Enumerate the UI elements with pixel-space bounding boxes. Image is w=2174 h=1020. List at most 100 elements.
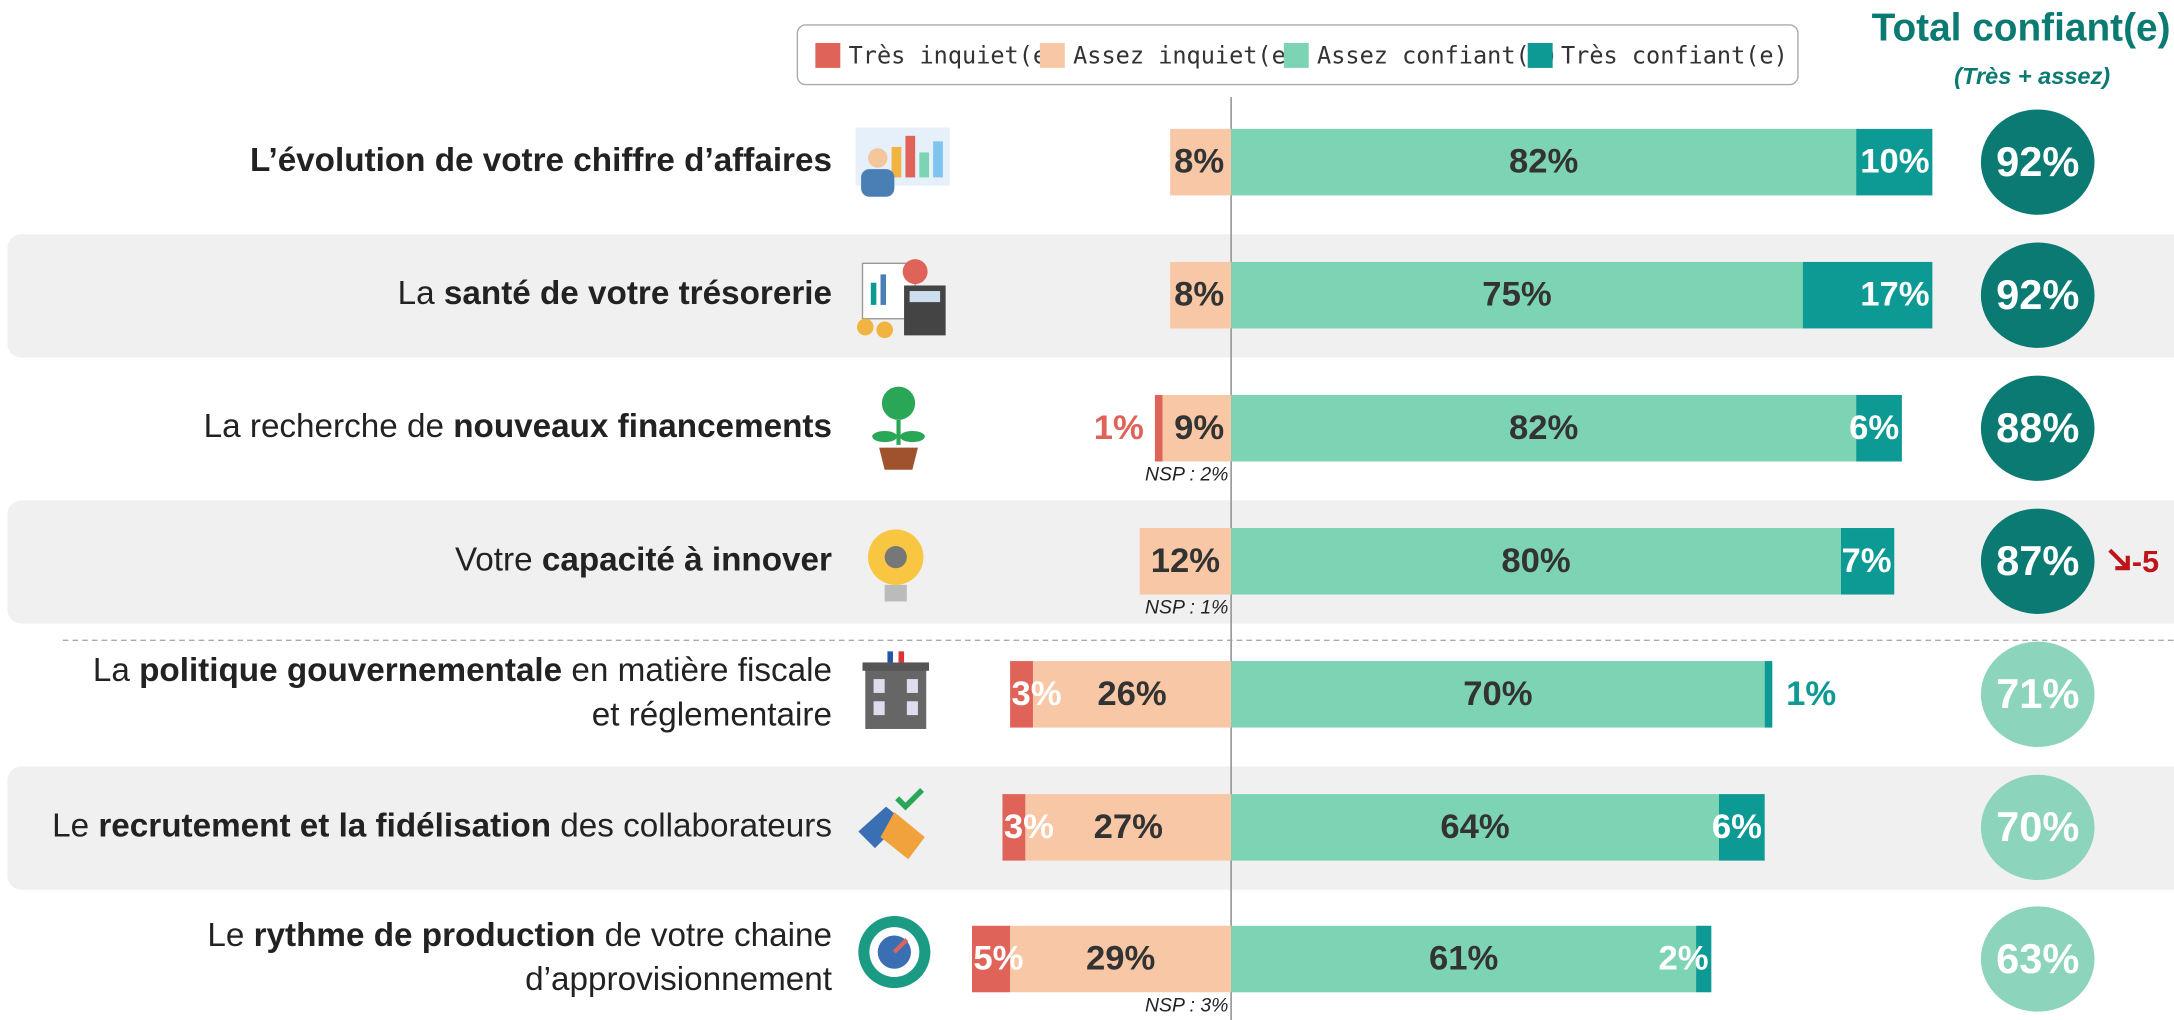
category-label-part: capacité à innover — [542, 541, 832, 578]
total-label: 87% — [1996, 537, 2079, 584]
value-label: 3% — [1011, 675, 1061, 713]
bar-segment — [1170, 128, 1232, 196]
total-circle — [1980, 375, 2095, 481]
category-label-part: Votre — [455, 541, 542, 578]
bar-segment — [1764, 661, 1773, 728]
bar-segment — [971, 925, 1011, 993]
category-label-part: politique gouvernementale — [139, 652, 562, 689]
total-circle — [1980, 641, 2095, 747]
category-label: Le rythme de production de votre chaine — [207, 917, 832, 954]
bar-segment — [1231, 261, 1803, 329]
value-label: 80% — [1501, 542, 1570, 580]
title: Total confiant(e) — [1872, 7, 2171, 50]
value-label: 82% — [1509, 409, 1578, 447]
value-label: 8% — [1174, 276, 1224, 314]
bar-segment — [1231, 661, 1765, 728]
value-label: 2% — [1659, 940, 1709, 978]
category-label-part: La — [93, 652, 139, 689]
icon-treasury — [856, 259, 946, 339]
value-label: 3% — [1004, 808, 1054, 846]
icon-recruitment — [858, 787, 925, 860]
bar-segment — [1010, 925, 1232, 993]
category-label: La recherche de nouveaux financements — [204, 408, 832, 445]
category-label-part: en matière fiscale — [562, 652, 832, 689]
bar-segment — [1170, 261, 1232, 329]
category-label-part: recrutement et la fidélisation — [98, 807, 551, 844]
total-label: 92% — [1996, 138, 2079, 185]
value-label: 6% — [1712, 808, 1762, 846]
category-label-part: Le — [207, 917, 253, 954]
bar-segment — [1840, 528, 1895, 595]
bar-segment — [1856, 394, 1902, 462]
category-label: d’approvisionnement — [525, 961, 832, 998]
value-label: 70% — [1463, 675, 1532, 713]
value-label: 6% — [1849, 409, 1899, 447]
bar-segment — [1162, 394, 1232, 462]
legend-swatch — [1527, 42, 1553, 68]
legend-swatch — [1283, 42, 1309, 68]
bar-segment — [1010, 661, 1033, 728]
legend-label: Assez confiant(e) — [1317, 41, 1558, 69]
nsp-note: NSP : 3% — [1145, 994, 1228, 1016]
icon-funding — [872, 386, 925, 470]
total-circle — [1980, 906, 2095, 1012]
value-label: 75% — [1482, 276, 1551, 314]
value-label: 10% — [1860, 143, 1929, 181]
icon-sales — [855, 127, 950, 197]
nsp-note: NSP : 2% — [1145, 463, 1228, 485]
category-label-part: d’approvisionnement — [525, 961, 832, 998]
bar-segment — [1025, 794, 1232, 861]
total-circle — [1980, 508, 2095, 614]
value-label: 7% — [1841, 542, 1891, 580]
category-label-part: La — [398, 275, 444, 312]
category-label-part: des collaborateurs — [551, 807, 832, 844]
legend-swatch — [1039, 42, 1065, 68]
value-label: 27% — [1094, 808, 1163, 846]
icon-production — [858, 916, 931, 989]
legend-label: Très inquiet(e) — [849, 41, 1062, 69]
category-label: et réglementaire — [592, 696, 832, 733]
legend-swatch — [815, 42, 841, 68]
value-label: 82% — [1509, 143, 1578, 181]
category-label: L’évolution de votre chiffre d’affaires — [250, 142, 832, 179]
legend-label: Assez inquiet(e) — [1073, 41, 1300, 69]
category-label-part: santé de votre trésorerie — [444, 275, 832, 312]
total-label: 71% — [1996, 670, 2079, 717]
bar-segment — [1231, 528, 1841, 595]
category-label-part: L’évolution de votre chiffre d’affaires — [250, 142, 832, 179]
icons — [855, 127, 950, 989]
category-label-part: et réglementaire — [592, 696, 832, 733]
total-label: 63% — [1996, 935, 2079, 982]
category-label: Le recrutement et la fidélisation des co… — [52, 807, 832, 844]
category-label: La santé de votre trésorerie — [398, 275, 832, 312]
value-label: 61% — [1429, 940, 1498, 978]
total-circle — [1980, 109, 2095, 215]
total-label: 92% — [1996, 271, 2079, 318]
category-label: Votre capacité à innover — [455, 541, 832, 578]
value-label: 1% — [1094, 409, 1144, 447]
value-label: 26% — [1097, 675, 1166, 713]
value-label: 64% — [1440, 808, 1509, 846]
value-label: 17% — [1860, 276, 1929, 314]
total-label: 70% — [1996, 803, 2079, 850]
subtitle: (Très + assez) — [1954, 63, 2110, 89]
bar-segment — [1231, 925, 1697, 993]
category-label-part: rythme de production — [254, 917, 596, 954]
value-label: 5% — [973, 940, 1023, 978]
bar-segment — [1032, 661, 1232, 728]
category-label-part: La recherche de — [204, 408, 454, 445]
value-label: 12% — [1151, 542, 1220, 580]
icon-government — [862, 651, 930, 729]
category-label: La politique gouvernementale en matière … — [93, 652, 832, 689]
bar-segment — [1231, 794, 1719, 861]
bar-segment — [1231, 394, 1857, 462]
value-label: 1% — [1786, 675, 1836, 713]
bar-segment — [1139, 528, 1232, 595]
bar-segment — [1718, 794, 1765, 861]
nsp-note: NSP : 1% — [1145, 597, 1228, 619]
value-label: 9% — [1174, 409, 1224, 447]
bar-segment — [1231, 128, 1857, 196]
category-label-part: nouveaux financements — [453, 408, 832, 445]
total-circle — [1980, 774, 2095, 881]
